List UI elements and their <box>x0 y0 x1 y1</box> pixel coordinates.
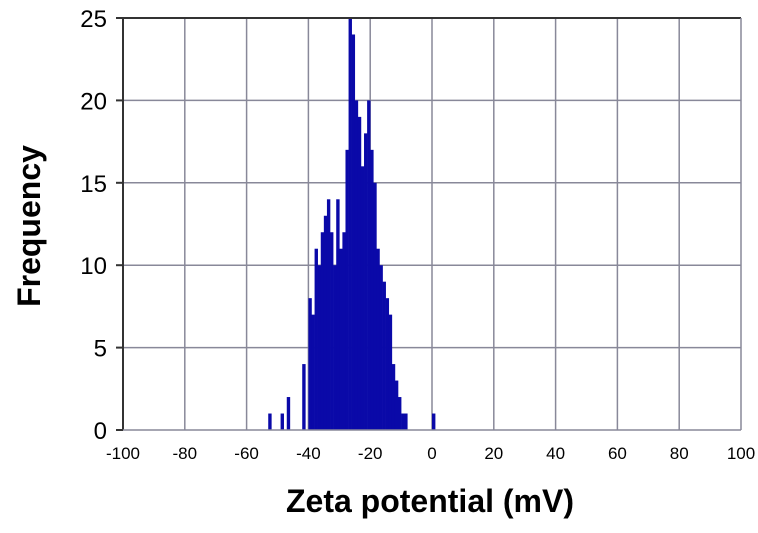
x-tick-label: 0 <box>427 444 436 463</box>
x-tick-label: -80 <box>173 444 198 463</box>
grid-lines <box>123 18 741 430</box>
y-tick-label: 5 <box>94 336 107 363</box>
histogram-bar <box>311 314 315 430</box>
histogram-bar <box>317 265 322 430</box>
x-tick-label: -100 <box>106 444 140 463</box>
histogram-bar <box>394 380 399 430</box>
histogram-bar <box>302 364 306 430</box>
histogram-bar <box>373 182 377 430</box>
x-tick-label: -40 <box>296 444 321 463</box>
x-tick-label: -60 <box>234 444 259 463</box>
histogram-bar <box>348 18 352 430</box>
histogram-bar <box>401 413 405 430</box>
x-tick-labels: -100 -80 -60 -40 -20 0 20 40 60 80 100 <box>106 444 755 463</box>
x-tick-label: 80 <box>670 444 689 463</box>
histogram-bar <box>367 100 371 431</box>
histogram-bar <box>320 232 325 430</box>
axes-frame <box>116 17 742 431</box>
histogram-bar <box>314 248 318 430</box>
histogram-bar <box>345 149 349 430</box>
histogram-bar <box>382 281 386 430</box>
y-tick-labels: 0 5 10 15 20 25 <box>80 6 107 445</box>
y-tick-label: 15 <box>80 171 107 198</box>
histogram-bar <box>323 215 328 430</box>
histogram-bar <box>357 116 362 430</box>
y-tick-label: 10 <box>80 253 107 280</box>
x-tick-label: 20 <box>484 444 503 463</box>
histogram-bar <box>354 100 359 431</box>
histogram-bar <box>326 199 331 430</box>
histogram-bar <box>379 265 383 430</box>
histogram-bar <box>351 34 356 430</box>
histogram-bar <box>339 248 343 430</box>
x-tick-label: -20 <box>358 444 383 463</box>
histogram-bar <box>398 397 402 430</box>
histogram-bar <box>385 298 390 430</box>
histogram-bar <box>280 413 284 430</box>
x-tick-label: 40 <box>546 444 565 463</box>
histogram-bar <box>432 413 436 430</box>
histogram-bar <box>364 133 368 431</box>
histogram-bars <box>268 18 436 431</box>
histogram-bar <box>286 397 291 430</box>
histogram-bar <box>360 166 365 430</box>
y-tick-label: 20 <box>80 88 107 115</box>
y-axis-title: Frequency <box>11 145 47 307</box>
x-tick-label: 60 <box>608 444 627 463</box>
histogram-bar <box>268 413 272 430</box>
histogram-bar <box>388 314 393 430</box>
histogram-bar <box>370 149 374 430</box>
histogram-bar <box>342 232 346 430</box>
x-tick-label: 100 <box>727 444 755 463</box>
x-axis-title: Zeta potential (mV) <box>286 483 574 519</box>
histogram-bar <box>391 364 396 430</box>
histogram-bar <box>336 199 340 430</box>
histogram-bar <box>308 298 312 430</box>
y-tick-label: 0 <box>94 418 107 445</box>
histogram-bar <box>333 265 337 430</box>
histogram-bar <box>330 232 334 430</box>
histogram-bar <box>404 413 408 430</box>
y-tick-label: 25 <box>80 6 107 33</box>
histogram-bar <box>376 248 380 430</box>
